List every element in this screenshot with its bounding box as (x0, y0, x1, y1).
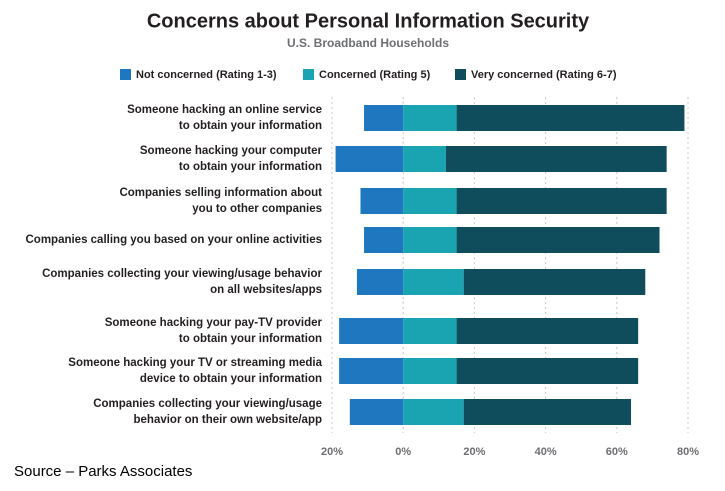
legend-swatch (303, 69, 314, 80)
bar-segment (456, 227, 660, 253)
category-label: Companies selling information about (119, 187, 322, 199)
bar-segment (403, 227, 457, 253)
bar-segment (403, 105, 457, 131)
bar-segment (456, 105, 685, 131)
legend-label: Concerned (Rating 5) (319, 69, 431, 81)
bar-segment (403, 188, 457, 214)
bar-segment (456, 318, 639, 344)
bar-segment (364, 105, 404, 131)
bar-segment (456, 358, 639, 384)
bar-segment (403, 318, 457, 344)
x-tick-label: 0% (395, 446, 411, 458)
category-label: Someone hacking your computer (140, 145, 323, 157)
category-label: Someone hacking an online service (127, 104, 322, 116)
bar-segment (403, 146, 446, 172)
bar-segment (445, 146, 667, 172)
category-label: to obtain your information (179, 161, 322, 173)
bar-segment (364, 227, 404, 253)
x-tick-label: 20% (463, 446, 485, 458)
bar-segment (339, 318, 404, 344)
category-label: to obtain your information (179, 333, 322, 345)
bar-segment (360, 188, 404, 214)
bar-segment (456, 188, 667, 214)
category-label: Someone hacking your TV or streaming med… (68, 357, 322, 369)
category-label: Companies calling you based on your onli… (25, 234, 322, 246)
source: Source – Parks Associates (14, 463, 192, 480)
category-label: to obtain your information (179, 120, 322, 132)
legend-label: Not concerned (Rating 1-3) (136, 69, 277, 81)
x-tick-label: 40% (535, 446, 557, 458)
bar-segment (403, 358, 457, 384)
chart-subtitle: U.S. Broadband Households (287, 36, 449, 50)
category-label: you to other companies (192, 203, 322, 215)
legend-label: Very concerned (Rating 6-7) (471, 69, 617, 81)
bar-segment (403, 399, 464, 425)
bar-segment (403, 269, 464, 295)
bar-segment (339, 358, 404, 384)
category-label: Companies collecting your viewing/usage … (42, 268, 322, 280)
bar-segment (463, 269, 646, 295)
chart-title: Concerns about Personal Information Secu… (147, 10, 590, 32)
legend-swatch (120, 69, 131, 80)
bar-segment (463, 399, 632, 425)
x-tick-label: 60% (606, 446, 628, 458)
bar-segment (349, 399, 404, 425)
category-label: Companies collecting your viewing/usage (93, 398, 322, 410)
category-label: on all websites/apps (210, 284, 322, 296)
x-tick-label: 20% (321, 446, 343, 458)
legend-swatch (455, 69, 466, 80)
x-tick-label: 80% (677, 446, 699, 458)
category-label: behavior on their own website/app (134, 414, 323, 426)
bar-segment (335, 146, 404, 172)
category-label: device to obtain your information (140, 373, 322, 385)
bar-segment (356, 269, 404, 295)
category-label: Someone hacking your pay-TV provider (105, 317, 323, 329)
